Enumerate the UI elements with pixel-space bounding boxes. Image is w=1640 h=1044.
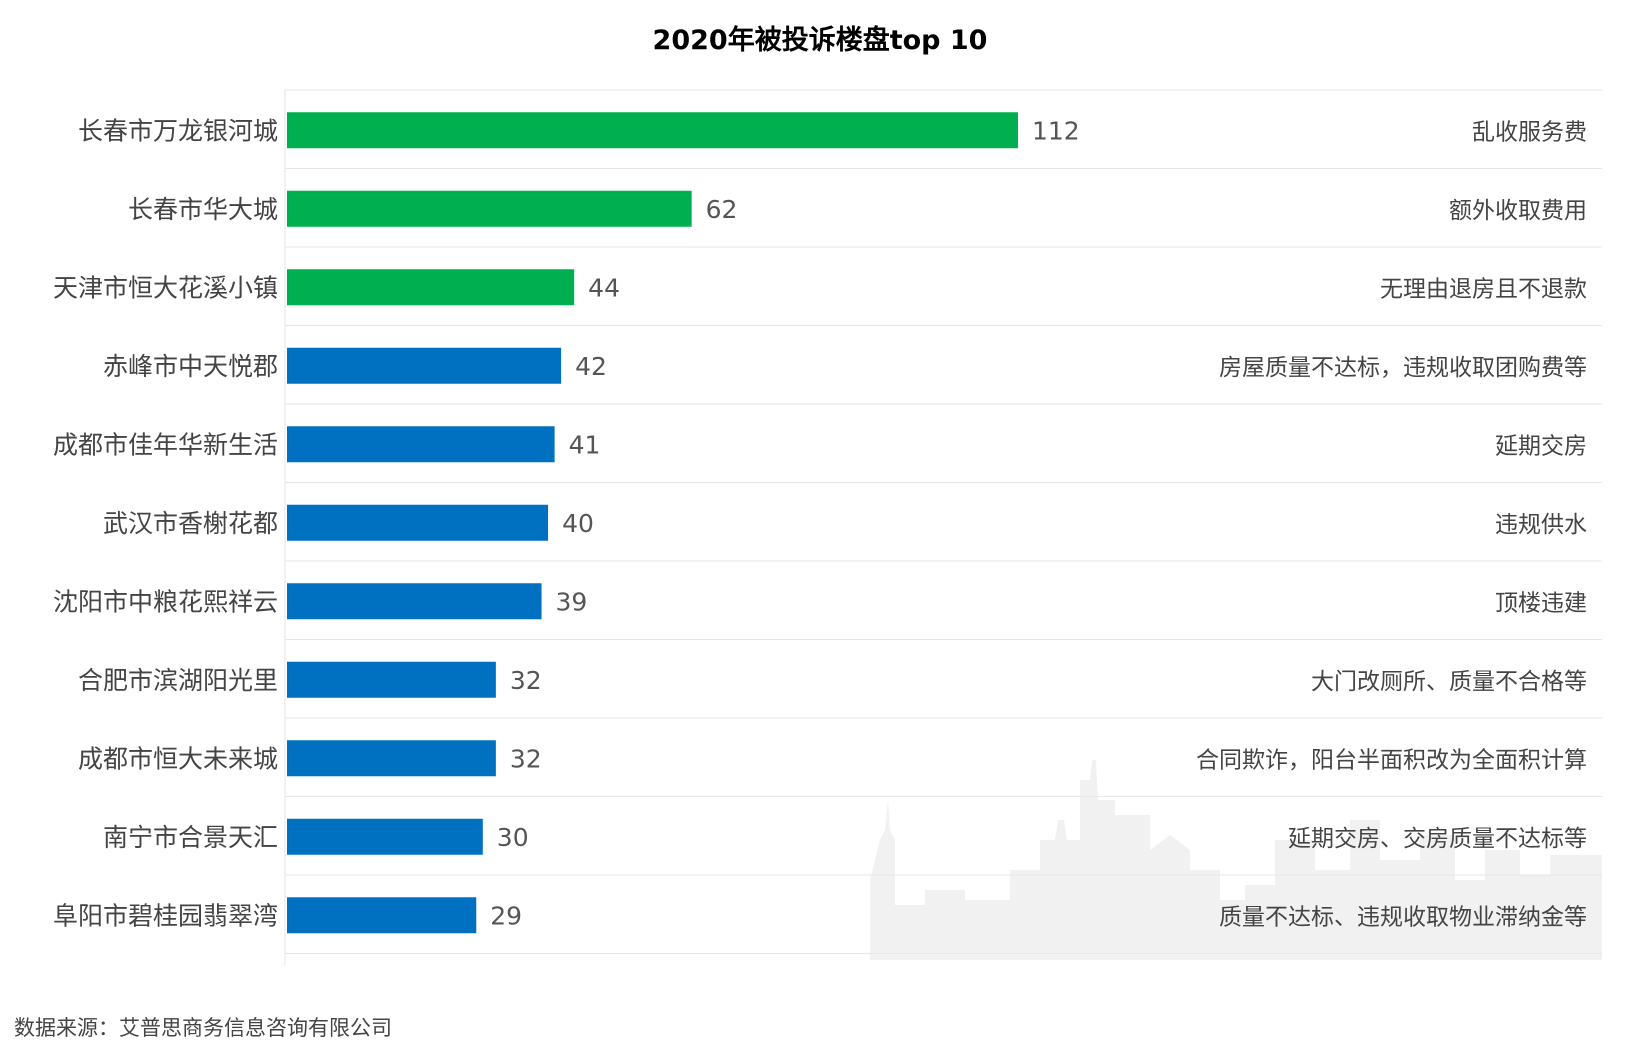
value-label: 29 [490,901,522,930]
category-label: 合肥市滨湖阳光里 [78,666,278,695]
bars [287,112,1018,934]
skyline-background [870,760,1602,960]
bar [287,112,1018,149]
category-label: 成都市恒大未来城 [78,744,278,773]
value-label: 39 [556,587,588,616]
reason-label: 房屋质量不达标，违规收取团购费等 [1219,355,1587,381]
value-label: 40 [562,509,594,538]
chart-title: 2020年被投诉楼盘top 10 [652,25,988,56]
value-label: 32 [510,666,542,695]
bar [287,661,496,698]
category-label: 成都市佳年华新生活 [53,430,278,459]
row-gridlines [284,89,1602,966]
bar [287,740,496,777]
value-label: 41 [569,430,601,459]
reason-label: 额外收取费用 [1449,198,1587,224]
value-label: 44 [588,273,620,302]
bar [287,583,542,620]
value-label: 42 [575,352,607,381]
category-label: 长春市华大城 [128,195,278,224]
bar [287,504,549,541]
reason-label: 大门改厕所、质量不合格等 [1311,669,1587,695]
category-label: 天津市恒大花溪小镇 [53,273,278,302]
value-label: 32 [510,744,542,773]
reason-label: 质量不达标、违规收取物业滞纳金等 [1219,904,1587,930]
reason-label: 违规供水 [1495,512,1587,538]
reason-label: 合同欺诈，阳台半面积改为全面积计算 [1196,747,1587,773]
value-label: 112 [1032,116,1080,145]
value-label: 62 [706,195,738,224]
category-label: 赤峰市中天悦郡 [103,352,278,381]
value-label: 30 [497,823,529,852]
bar [287,269,575,306]
reason-label: 乱收服务费 [1472,119,1587,145]
bar [287,426,555,463]
bar [287,818,483,855]
category-label: 长春市万龙银河城 [78,116,278,145]
category-label: 武汉市香榭花都 [103,509,278,538]
reason-label: 延期交房 [1495,433,1587,459]
reason-label: 延期交房、交房质量不达标等 [1288,826,1587,852]
bar [287,897,477,934]
reason-label: 无理由退房且不退款 [1380,276,1587,302]
bar [287,347,562,384]
bar [287,190,692,227]
reason-label: 顶楼违建 [1495,590,1587,616]
source-note: 数据来源：艾普思商务信息咨询有限公司 [14,1016,392,1040]
category-label: 南宁市合景天汇 [103,823,278,852]
category-label: 阜阳市碧桂园翡翠湾 [53,901,278,930]
category-label: 沈阳市中粮花熙祥云 [53,587,278,616]
